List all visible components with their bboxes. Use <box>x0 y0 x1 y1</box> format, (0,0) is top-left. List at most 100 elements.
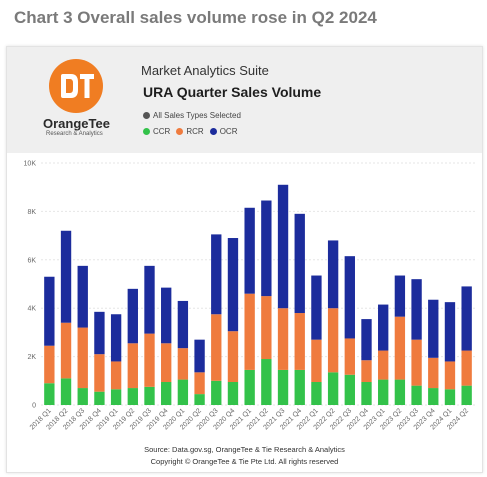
legend-dot-icon <box>209 128 217 135</box>
bar-segment-ocr <box>327 240 339 309</box>
report-card: OrangeTee Research & Analytics Market An… <box>6 46 483 473</box>
suite-name: Market Analytics Suite <box>141 63 269 78</box>
bar-segment-ocr <box>461 286 472 351</box>
bar-segment-ccr <box>461 385 472 405</box>
bar-segment-ocr <box>60 230 72 323</box>
bar-segment-rcr <box>110 361 122 390</box>
bar-segment-ccr <box>194 394 205 405</box>
bar-segment-ocr <box>127 288 138 344</box>
bar-segment-ocr <box>394 275 406 317</box>
bar-segment-ocr <box>294 213 305 314</box>
bar-segment-ccr <box>177 379 189 405</box>
bar-segment-rcr <box>127 343 138 389</box>
bar-segment-ccr <box>110 389 122 405</box>
bar-segment-rcr <box>211 314 222 381</box>
bar-segment-rcr <box>194 372 205 395</box>
bar-segment-ccr <box>344 374 355 405</box>
bar-segment-rcr <box>411 339 422 386</box>
chart-legend: CCR RCR OCR <box>143 127 243 136</box>
bar-segment-rcr <box>394 316 406 380</box>
bar-segment-ccr <box>327 372 339 405</box>
copyright-note: Copyright © OrangeTee & Tie Pte Ltd. All… <box>150 457 339 466</box>
logo-subtitle: Research & Analytics <box>46 131 103 137</box>
y-tick-label: 0 <box>32 403 36 410</box>
bar-segment-ocr <box>311 275 322 340</box>
bar-segment-ccr <box>444 389 456 405</box>
bar-segment-ccr <box>44 383 55 405</box>
bar-segment-rcr <box>378 350 389 380</box>
bar-segment-ocr <box>44 276 55 346</box>
bar-segment-ccr <box>411 385 422 405</box>
bar-segment-ocr <box>277 184 289 309</box>
bar-segment-ocr <box>161 287 172 344</box>
bar-segment-ocr <box>261 200 272 297</box>
bar-segment-ccr <box>294 369 305 405</box>
bar-segment-ocr <box>110 314 122 362</box>
legend-item-ccr[interactable]: CCR <box>143 127 170 136</box>
orangetee-logo <box>49 59 103 113</box>
legend-item-rcr[interactable]: RCR <box>176 127 204 136</box>
bar-segment-ccr <box>77 388 88 405</box>
bar-segment-ocr <box>94 311 105 355</box>
bar-segment-rcr <box>60 322 72 379</box>
bar-segment-ocr <box>227 238 239 332</box>
page-title: Chart 3 Overall sales volume rose in Q2 … <box>14 8 377 27</box>
filter-status: All Sales Types Selected <box>143 111 241 120</box>
logo-name: OrangeTee <box>43 116 110 131</box>
bar-segment-rcr <box>344 338 355 375</box>
filter-label: All Sales Types Selected <box>153 111 241 120</box>
legend-label: CCR <box>153 127 171 136</box>
bar-segment-ocr <box>361 319 372 361</box>
legend-item-ocr[interactable]: OCR <box>209 127 238 136</box>
bar-segment-rcr <box>161 343 172 383</box>
y-tick-label: 2K <box>27 354 36 361</box>
bar-segment-ocr <box>194 339 205 373</box>
bar-segment-ccr <box>277 369 289 405</box>
bar-segment-rcr <box>361 360 372 383</box>
bar-segment-ocr <box>77 265 88 328</box>
bar-segment-ccr <box>394 379 406 405</box>
bar-segment-ccr <box>227 382 239 405</box>
filter-dot-icon <box>143 112 150 119</box>
bar-segment-ccr <box>311 382 322 405</box>
logo-mark-icon <box>61 74 94 98</box>
report-title: URA Quarter Sales Volume <box>143 84 322 100</box>
y-tick-label: 4K <box>27 306 36 313</box>
y-tick-label: 8K <box>27 209 36 216</box>
bar-segment-rcr <box>144 333 155 387</box>
bar-segment-ccr <box>127 388 138 405</box>
report-header: OrangeTee Research & Analytics Market An… <box>7 47 482 153</box>
bar-segment-ccr <box>244 369 255 405</box>
bar-segment-ccr <box>261 359 272 405</box>
bar-segment-rcr <box>311 339 322 383</box>
legend-label: RCR <box>186 127 204 136</box>
bar-segment-ocr <box>144 265 155 334</box>
bar-segment-ccr <box>60 378 72 405</box>
bar-segment-ccr <box>211 380 222 405</box>
bar-segment-rcr <box>327 308 339 373</box>
bar-segment-ccr <box>361 382 372 405</box>
bar-segment-ocr <box>411 279 422 340</box>
source-note: Source: Data.gov.sg, OrangeTee & Tie Res… <box>144 445 345 454</box>
bar-segment-ccr <box>161 382 172 405</box>
bar-segment-ccr <box>428 388 439 405</box>
legend-label: OCR <box>219 127 238 136</box>
bar-segment-ocr <box>177 300 189 349</box>
bar-segment-rcr <box>294 313 305 370</box>
legend-dot-icon <box>176 128 184 135</box>
bar-segment-ocr <box>211 234 222 315</box>
legend-dot-icon <box>143 128 150 135</box>
y-tick-label: 6K <box>27 257 36 264</box>
bar-segment-rcr <box>428 357 439 389</box>
y-tick-label: 10K <box>24 161 37 168</box>
bar-segment-rcr <box>444 361 456 390</box>
bar-segment-rcr <box>461 350 472 386</box>
bar-segment-ocr <box>428 299 439 358</box>
bar-segment-rcr <box>261 296 272 360</box>
bar-segment-rcr <box>227 331 239 383</box>
bar-segment-rcr <box>277 308 289 370</box>
bar-segment-rcr <box>77 327 88 389</box>
bar-segment-ccr <box>378 379 389 405</box>
bar-segment-ocr <box>344 256 355 339</box>
